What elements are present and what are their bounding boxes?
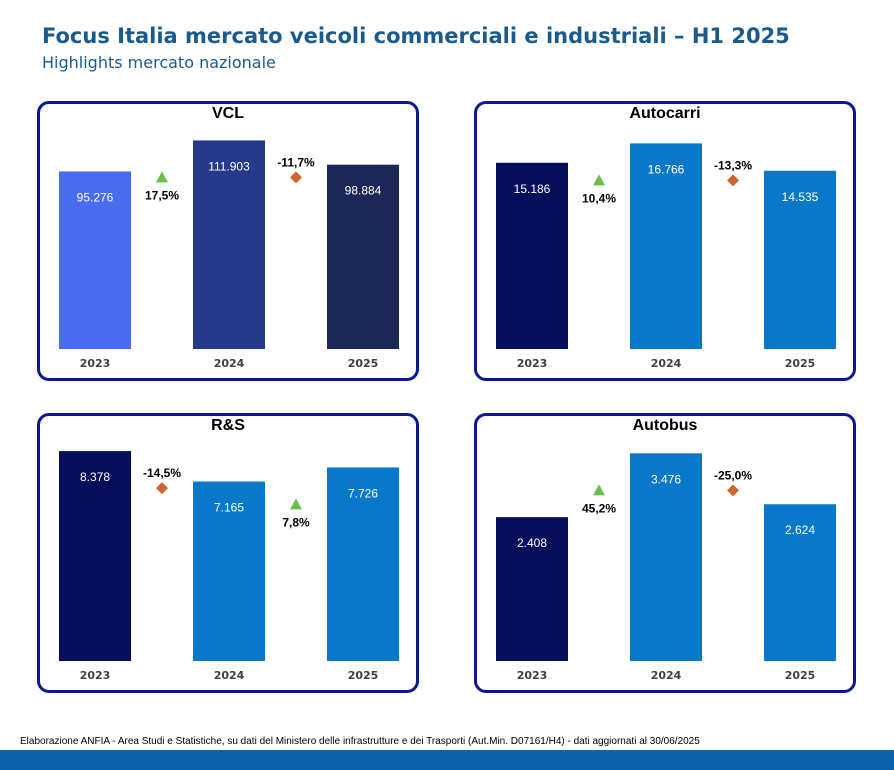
bar-value-label: 3.476 [651,472,681,486]
x-tick-label: 2024 [214,669,245,682]
page-subtitle: Highlights mercato nazionale [42,53,276,72]
page-title: Focus Italia mercato veicoli commerciali… [42,24,790,48]
increase-marker [593,484,605,496]
bar-2023 [496,517,568,661]
bar-2025 [764,504,836,661]
x-tick-label: 2023 [80,357,111,370]
change-label: 45,2% [582,501,616,515]
footer-bar [0,750,894,770]
chart-title: VCL [212,105,244,122]
x-tick-label: 2025 [785,357,816,370]
change-label: -11,7% [277,155,315,169]
bar-chart-rs: 8.378 2023 7.165 2024 7.726 2025 -14,5% 7,8% [59,451,399,682]
chart-panel-vcl: VCL 95.276 2023 111.903 2024 98.884 2025 17,5%… [37,101,419,381]
bar-2024 [630,453,702,661]
increase-marker [593,174,605,186]
bar-2023 [59,171,131,349]
source-note: Elaborazione ANFIA - Area Studi e Statis… [20,736,700,747]
chart-panel-autocarri: Autocarri 15.186 2023 16.766 2024 14.535 2025… [474,101,856,381]
bar-2023 [496,162,568,349]
decrease-marker [156,482,168,495]
decrease-marker [727,484,739,497]
chart-title: Autobus [632,417,698,434]
x-tick-label: 2024 [651,669,682,682]
bar-value-label: 111.903 [208,159,250,173]
x-tick-label: 2025 [348,669,379,682]
bar-2024 [193,481,265,661]
decrease-marker [290,171,302,184]
bar-value-label: 14.535 [782,190,819,204]
x-tick-label: 2023 [517,357,548,370]
bar-value-label: 7.165 [214,500,244,514]
bar-value-label: 16.766 [648,162,685,176]
change-label: -13,3% [714,158,752,172]
bar-2024 [193,140,265,349]
bar-value-label: 98.884 [345,184,382,198]
bar-value-label: 2.408 [517,536,547,550]
bar-value-label: 95.276 [77,190,114,204]
bar-chart-autobus: 2.408 2023 3.476 2024 2.624 2025 45,2% -25,0% [496,453,836,682]
change-label: 10,4% [582,191,616,205]
chart-title: Autocarri [629,105,701,122]
chart-panel-rs: R&S 8.378 2023 7.165 2024 7.726 2025 -14,5% 7,8… [37,413,419,693]
increase-marker [156,171,168,183]
bar-value-label: 7.726 [348,486,378,500]
change-label: 7,8% [282,515,310,529]
increase-marker [290,498,302,510]
bar-2025 [327,467,399,661]
bar-2025 [764,170,836,349]
decrease-marker [727,174,739,187]
x-tick-label: 2024 [651,357,682,370]
bar-2024 [630,143,702,349]
bar-2025 [327,164,399,349]
bar-value-label: 15.186 [514,182,551,196]
bar-value-label: 8.378 [80,470,110,484]
chart-title: R&S [211,417,245,434]
change-label: -25,0% [714,468,752,482]
x-tick-label: 2023 [80,669,111,682]
chart-panel-autobus: Autobus 2.408 2023 3.476 2024 2.624 2025 45,2%… [474,413,856,693]
x-tick-label: 2023 [517,669,548,682]
change-label: -14,5% [143,466,181,480]
bar-chart-vcl: 95.276 2023 111.903 2024 98.884 2025 17,5% -11,… [59,140,399,370]
bar-2023 [59,451,131,661]
bar-chart-autocarri: 15.186 2023 16.766 2024 14.535 2025 10,4% -13,3… [496,143,836,370]
x-tick-label: 2024 [214,357,245,370]
x-tick-label: 2025 [348,357,379,370]
bar-value-label: 2.624 [785,523,815,537]
x-tick-label: 2025 [785,669,816,682]
change-label: 17,5% [145,188,179,202]
